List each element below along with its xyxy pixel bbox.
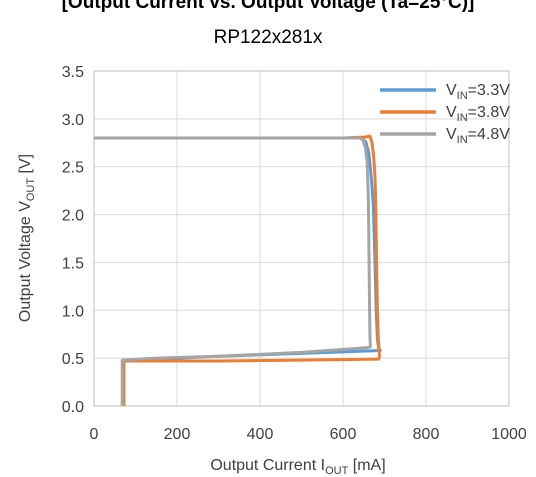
series-line-3 <box>94 136 372 406</box>
chart-top-caption: [Output Current vs. Output Voltage (Ta=2… <box>62 0 475 13</box>
y-tick-label: 0.5 <box>62 351 84 368</box>
x-tick-label: 0 <box>90 426 99 443</box>
series-line-1 <box>94 136 382 406</box>
y-tick-label: 3.0 <box>62 112 84 129</box>
x-axis-ticks: 0 200 400 600 800 1000 <box>90 426 527 443</box>
series-line-2 <box>94 134 381 406</box>
y-axis-ticks: 0.0 0.5 1.0 1.5 2.0 2.5 3.0 3.5 <box>62 64 84 416</box>
legend-label: VIN=3.8V <box>446 104 510 124</box>
chart-title: RP122x281x <box>214 27 323 48</box>
y-axis-label: Output Voltage VOUT [V] <box>17 154 37 322</box>
legend-label: VIN=3.3V <box>446 82 510 102</box>
legend-label: VIN=4.8V <box>446 126 510 146</box>
x-tick-label: 1000 <box>491 426 527 443</box>
x-tick-label: 200 <box>164 426 191 443</box>
gridlines <box>93 70 510 407</box>
series-lines <box>94 134 382 406</box>
plot-area-border <box>93 70 510 407</box>
y-tick-label: 1.0 <box>62 303 84 320</box>
y-tick-label: 0.0 <box>62 399 84 416</box>
y-tick-label: 1.5 <box>62 255 84 272</box>
x-tick-label: 400 <box>247 426 274 443</box>
x-tick-label: 600 <box>330 426 357 443</box>
x-axis-label: Output Current IOUT [mA] <box>210 457 385 477</box>
y-tick-label: 2.5 <box>62 160 84 177</box>
y-tick-label: 3.5 <box>62 64 84 81</box>
y-tick-label: 2.0 <box>62 208 84 225</box>
x-tick-label: 800 <box>413 426 440 443</box>
